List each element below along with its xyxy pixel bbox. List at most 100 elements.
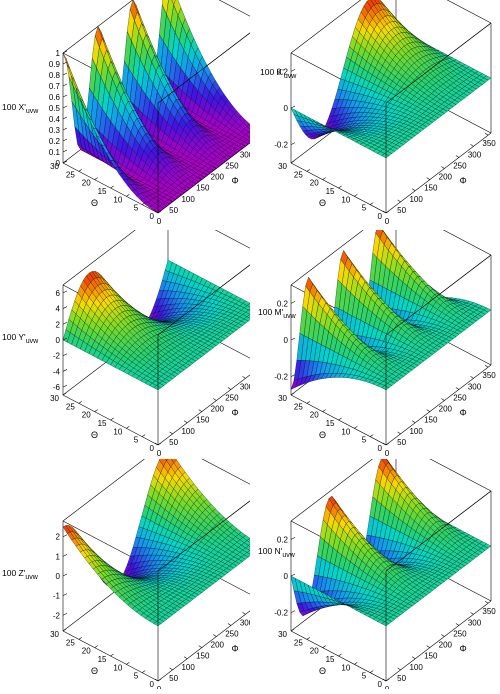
z-tick-label: 0.1 [49, 148, 61, 157]
phi-tick-label: 300 [468, 382, 482, 391]
phi-tick-mark [213, 399, 216, 401]
z-tick-mark [63, 322, 67, 324]
phi-tick-label: 250 [225, 629, 239, 638]
z-tick-mark [63, 354, 67, 356]
z-tick-label: 2 [56, 533, 61, 542]
chart-svg: -0.200.2051015202530Θ0501001502002503003… [250, 0, 500, 230]
box-edge [63, 0, 168, 53]
theta-tick-mark [95, 410, 98, 412]
phi-tick-label: 200 [211, 641, 225, 650]
z-tick-label: 0 [284, 336, 289, 345]
z-tick-mark [63, 307, 67, 309]
phi-tick-mark [412, 421, 415, 423]
phi-tick-mark [155, 443, 158, 445]
z-tick-label: 0.7 [49, 82, 61, 91]
phi-tick-label: 150 [424, 184, 438, 193]
z-tick-mark [63, 369, 67, 371]
phi-tick-label: 150 [196, 416, 210, 425]
theta-tick-label: 15 [98, 187, 107, 196]
theta-tick-mark [370, 435, 373, 437]
theta-tick-label: 15 [98, 419, 107, 428]
theta-tick-label: 0 [378, 444, 383, 453]
surface-mesh [63, 260, 250, 390]
theta-tick-mark [111, 654, 114, 656]
theta-tick-mark [354, 426, 357, 428]
theta-tick-mark [126, 194, 129, 196]
phi-tick-mark [441, 399, 444, 401]
z-tick-mark [291, 301, 295, 303]
theta-tick-label: 10 [341, 427, 350, 436]
surface-mesh [63, 459, 250, 626]
phi-tick-label: 150 [196, 652, 210, 661]
phi-tick-label: 200 [439, 173, 453, 182]
chart-svg: -2-1012051015202530Θ05010015020025030035… [0, 459, 250, 689]
z-tick-label: 0.4 [49, 115, 61, 124]
theta-tick-label: 20 [82, 179, 91, 188]
theta-tick-label: 20 [82, 411, 91, 420]
z-tick-mark [291, 143, 295, 145]
theta-tick-mark [79, 401, 82, 403]
phi-tick-mark [170, 668, 173, 670]
phi-tick-label: 100 [181, 427, 195, 436]
theta-tick-label: 15 [326, 419, 335, 428]
phi-tick-mark [383, 443, 386, 445]
phi-axis-label: Φ [232, 643, 239, 653]
z-tick-mark [63, 139, 67, 141]
chart-svg: -6-4-20246051015202530Θ05010015020025030… [0, 230, 250, 460]
z-tick-mark [63, 73, 67, 75]
z-axis-label: 100 Y'uvw [2, 332, 39, 345]
z-tick-mark [291, 69, 295, 71]
phi-tick-label: 0 [385, 449, 390, 458]
z-tick-mark [291, 338, 295, 340]
z-tick-mark [63, 594, 67, 596]
z-tick-label: 0.3 [49, 126, 61, 135]
z-tick-label: -6 [53, 383, 61, 392]
z-tick-mark [63, 613, 67, 615]
z-tick-label: 0 [56, 336, 61, 345]
theta-tick-label: 25 [294, 170, 303, 179]
z-tick-label: 0.8 [49, 71, 61, 80]
phi-tick-mark [199, 646, 202, 648]
z-tick-label: -2 [53, 352, 61, 361]
phi-tick-mark [427, 410, 430, 412]
phi-tick-mark [485, 365, 488, 367]
z-tick-label: -4 [53, 367, 61, 376]
phi-tick-label: 100 [409, 195, 423, 204]
phi-tick-mark [412, 189, 415, 191]
theta-tick-mark [111, 186, 114, 188]
phi-tick-label: 300 [240, 150, 250, 159]
phi-tick-label: 50 [169, 206, 178, 215]
theta-tick-mark [126, 662, 129, 664]
phi-tick-label: 250 [225, 393, 239, 402]
phi-tick-mark [155, 679, 158, 681]
z-tick-mark [63, 106, 67, 108]
phi-tick-mark [199, 410, 202, 412]
surface-mesh [291, 230, 491, 390]
theta-tick-label: 20 [310, 179, 319, 188]
phi-tick-label: 200 [211, 173, 225, 182]
phi-tick-label: 300 [468, 150, 482, 159]
theta-tick-mark [126, 426, 129, 428]
chart-svg: -0.200.2051015202530Θ0501001502002503003… [250, 230, 500, 460]
phi-tick-label: 50 [169, 674, 178, 683]
theta-tick-mark [158, 679, 161, 681]
phi-tick-label: 50 [397, 206, 406, 215]
z-tick-mark [63, 535, 67, 537]
phi-tick-label: 100 [181, 195, 195, 204]
phi-tick-label: 0 [385, 217, 390, 226]
z-tick-mark [63, 291, 67, 293]
phi-tick-mark [471, 144, 474, 146]
theta-tick-label: 25 [294, 402, 303, 411]
theta-tick-mark [95, 178, 98, 180]
theta-axis-label: Θ [91, 666, 98, 676]
phi-tick-mark [441, 167, 444, 169]
theta-tick-mark [63, 629, 66, 631]
z-axis-label: 100 X'uvw [2, 102, 39, 115]
z-tick-label: 4 [56, 305, 61, 314]
z-tick-label: -0.2 [274, 373, 288, 382]
theta-axis-label: Θ [319, 430, 326, 440]
phi-tick-label: 350 [482, 371, 496, 380]
z-tick-label: 6 [56, 289, 61, 298]
